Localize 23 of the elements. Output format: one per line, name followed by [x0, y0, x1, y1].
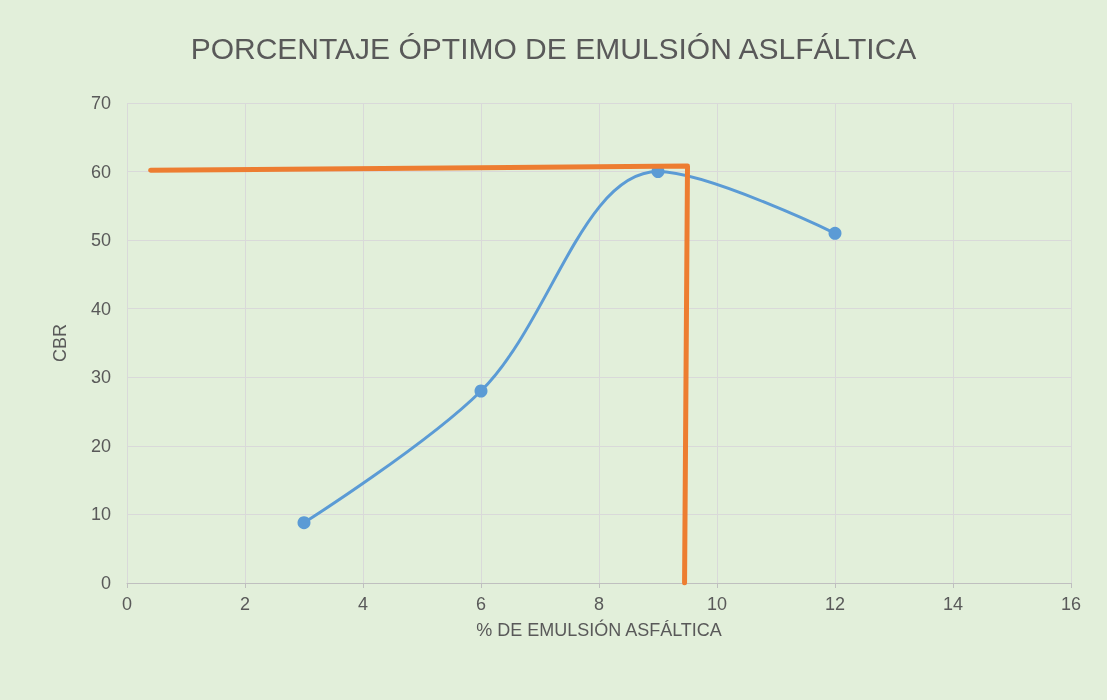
y-tick-label: 40: [90, 298, 111, 319]
y-tick-label: 30: [90, 367, 111, 388]
y-tick-label: 50: [90, 230, 111, 251]
point: [297, 516, 311, 530]
x-tick-label: 16: [1060, 594, 1082, 614]
x-tick-label: 14: [942, 594, 964, 614]
chart-title: PORCENTAJE ÓPTIMO DE EMULSIÓN ASLFÁLTICA: [190, 31, 917, 65]
x-axis-title: % DE EMULSIÓN ASFÁLTICA: [476, 619, 722, 640]
point: [474, 384, 488, 398]
x-tick-label: 2: [239, 594, 251, 614]
x-tick-label: 10: [706, 594, 728, 614]
y-axis-title: CBR: [50, 323, 70, 363]
y-tick-label: 20: [90, 435, 111, 456]
x-tick-label: 4: [357, 594, 369, 614]
x-tick-label: 8: [593, 594, 605, 614]
x-tick-label: 6: [475, 594, 487, 614]
x-tick-label: 0: [121, 594, 133, 614]
y-tick-label: 10: [90, 504, 111, 525]
point: [828, 226, 842, 240]
y-tick-label: 70: [90, 93, 111, 113]
y-tick-label: 0: [100, 573, 111, 593]
x-tick-label: 12: [824, 594, 846, 614]
y-tick-label: 60: [90, 161, 111, 182]
